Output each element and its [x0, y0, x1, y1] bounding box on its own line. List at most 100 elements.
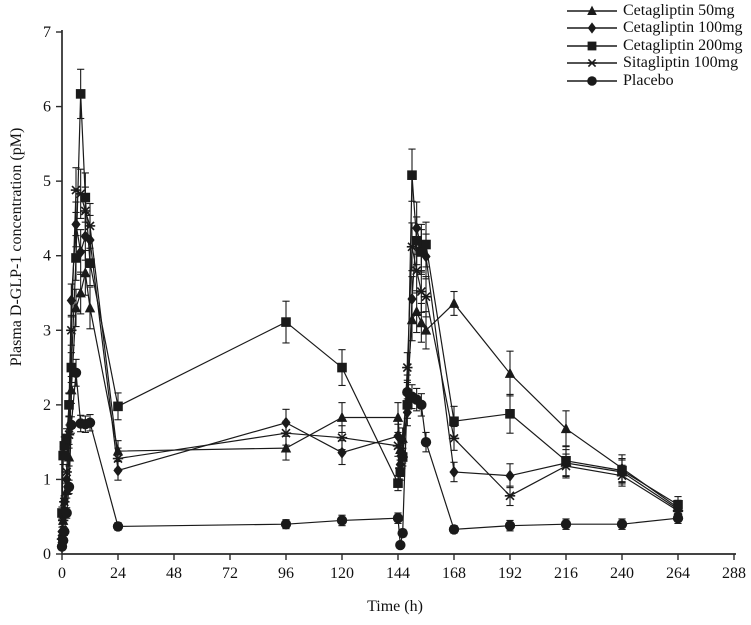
- circle-marker: [66, 419, 77, 431]
- triangle-marker: [75, 287, 86, 298]
- series-cetagliptin-100mg: [57, 201, 683, 538]
- x-tick-label: 24: [110, 565, 126, 582]
- x-tick-label: 216: [554, 565, 578, 582]
- square-marker: [66, 362, 77, 373]
- square-marker: [421, 239, 431, 250]
- triangle-marker: [504, 367, 516, 378]
- square-marker: [64, 400, 74, 410]
- asterisk-marker: [420, 292, 432, 302]
- legend-swatch-canvas: [567, 22, 617, 34]
- legend-item-placebo: Placebo: [566, 72, 743, 90]
- asterisk-marker: [504, 491, 516, 501]
- square-marker: [61, 433, 72, 444]
- diamond-marker-icon: [566, 20, 618, 36]
- square-marker: [85, 258, 95, 268]
- square-marker: [587, 41, 597, 51]
- y-tick-label: 1: [43, 471, 51, 488]
- asterisk-marker: [616, 471, 628, 481]
- square-marker-icon: [566, 38, 618, 54]
- y-tick-label: 5: [43, 173, 51, 190]
- asterisk-marker-icon: [566, 55, 618, 71]
- legend-label: Sitagliptin 100mg: [623, 54, 739, 72]
- x-tick-label: 240: [610, 565, 634, 582]
- circle-marker: [63, 481, 75, 493]
- circle-marker: [84, 417, 96, 428]
- legend-item-cetagliptin-100mg: Cetagliptin 100mg: [566, 20, 743, 38]
- asterisk-marker: [392, 441, 404, 451]
- x-tick-label: 288: [722, 565, 746, 582]
- legend-item-cetagliptin-200mg: Cetagliptin 200mg: [566, 37, 743, 55]
- legend-label: Cetagliptin 200mg: [623, 36, 743, 54]
- series-placebo: [56, 358, 684, 552]
- square-marker: [407, 170, 417, 180]
- square-marker: [281, 317, 291, 327]
- asterisk-marker: [406, 242, 418, 252]
- circle-marker: [560, 518, 572, 530]
- square-marker: [416, 247, 427, 257]
- circle-marker: [61, 507, 72, 519]
- circle-marker: [616, 518, 628, 530]
- triangle-marker: [560, 422, 572, 434]
- legend-swatch-canvas: [567, 41, 617, 51]
- asterisk-marker: [280, 428, 292, 438]
- circle-marker: [336, 515, 348, 526]
- x-tick-label: 48: [166, 565, 182, 582]
- series-line: [61, 224, 679, 532]
- asterisk-marker: [560, 461, 572, 471]
- y-tick-label: 6: [43, 99, 51, 116]
- x-tick-label: 192: [498, 565, 522, 582]
- y-axis-title: Plasma D-GLP-1 concentration (pM): [8, 127, 25, 367]
- series-cetaglipt-in-50mg: [56, 249, 684, 541]
- square-marker: [71, 253, 81, 263]
- square-marker: [505, 409, 515, 419]
- square-marker: [449, 416, 459, 427]
- y-tick-label: 3: [43, 322, 51, 339]
- legend-item-sitagliptin-100mg: Sitagliptin 100mg: [566, 55, 743, 73]
- circle-marker: [280, 518, 292, 530]
- asterisk-marker: [587, 59, 597, 68]
- circle-marker: [70, 367, 82, 378]
- square-marker: [113, 401, 123, 412]
- x-tick-label: 0: [58, 565, 66, 582]
- triangle-marker: [448, 297, 460, 308]
- x-tick-label: 264: [666, 565, 690, 582]
- legend-label: Cetaglipt​in 50mg: [623, 1, 735, 19]
- y-tick-label: 2: [43, 397, 51, 414]
- x-tick-label: 96: [278, 565, 294, 582]
- diamond-marker: [113, 464, 123, 477]
- square-marker: [75, 89, 86, 99]
- diamond-marker: [587, 22, 597, 34]
- x-tick-label: 120: [330, 565, 354, 582]
- x-axis-title: Time (h): [367, 598, 423, 615]
- legend-swatch-canvas: [567, 75, 617, 86]
- circle-marker: [672, 513, 684, 524]
- circle-marker: [59, 526, 70, 537]
- diamond-marker: [71, 218, 81, 231]
- series-line: [61, 372, 679, 547]
- circle-marker: [504, 520, 516, 531]
- square-marker: [58, 450, 68, 461]
- asterisk-marker: [336, 433, 348, 443]
- circle-marker: [587, 75, 597, 86]
- series-line: [61, 188, 679, 540]
- asterisk-marker: [112, 453, 124, 464]
- triangle-marker: [587, 5, 597, 15]
- square-marker: [411, 236, 422, 246]
- asterisk-marker: [75, 189, 86, 199]
- legend-item-cetagliptin-50mg: Cetaglipt​in 50mg: [566, 2, 743, 20]
- asterisk-marker: [84, 221, 96, 231]
- triangle-marker: [420, 324, 432, 335]
- y-tick-label: 4: [43, 248, 51, 265]
- y-tick-label: 0: [43, 546, 51, 563]
- circle-marker: [395, 539, 406, 551]
- asterisk-marker: [80, 206, 91, 216]
- asterisk-marker: [66, 325, 77, 335]
- circle-marker: [392, 513, 404, 524]
- x-tick-label: 144: [386, 565, 410, 582]
- circle-marker: [420, 436, 432, 448]
- circle-marker: [397, 527, 408, 539]
- circle-marker-icon: [566, 73, 618, 89]
- circle-marker: [416, 399, 427, 411]
- x-tick-label: 168: [442, 565, 466, 582]
